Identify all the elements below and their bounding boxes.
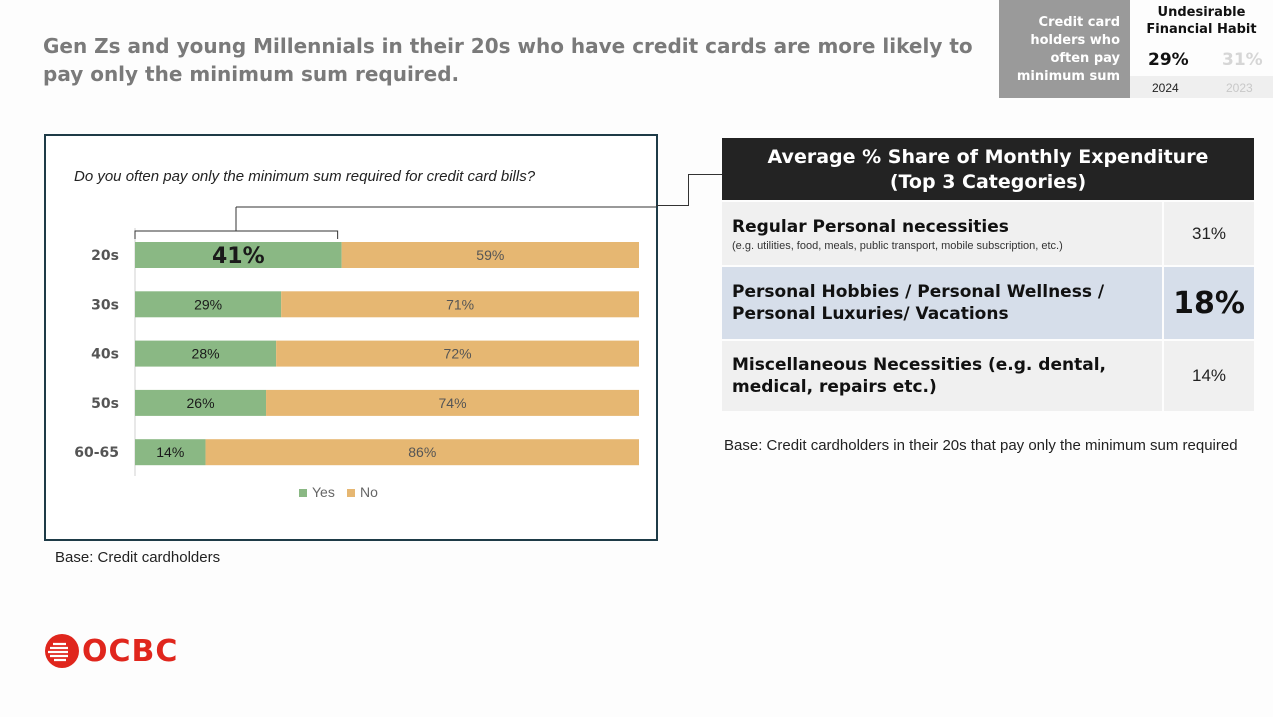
kpi-year-row: 2024 2023 [1130, 76, 1273, 98]
table-cell-category: Personal Hobbies / Personal Wellness / P… [722, 267, 1162, 339]
data-label: 26% [187, 395, 215, 411]
data-label: 86% [408, 444, 436, 460]
kpi-previous-year: 2023 [1226, 81, 1253, 95]
category-name: Regular Personal necessities [732, 216, 1009, 237]
category-note: (e.g. utilities, food, meals, public tra… [732, 239, 1063, 252]
bar-no [266, 389, 639, 416]
data-label: 59% [476, 247, 504, 263]
legend-swatch [299, 489, 307, 497]
kpi-heading: Undesirable Financial Habit [1146, 5, 1257, 37]
kpi-current-value: 29% [1148, 50, 1189, 70]
bar-yes [135, 291, 282, 318]
bar-no [205, 439, 639, 466]
legend-label: No [360, 484, 378, 500]
chart-panel: Do you often pay only the minimum sum re… [44, 134, 658, 541]
category-label: 30s [91, 297, 119, 313]
table-heading-line1: Average % Share of Monthly Expenditure [767, 146, 1209, 168]
chart-title: Do you often pay only the minimum sum re… [74, 168, 536, 185]
table-cell-category: Regular Personal necessities (e.g. utili… [722, 202, 1162, 265]
logo-text: OCBC [82, 634, 179, 669]
data-label: 14% [156, 444, 184, 460]
category-label: 50s [91, 396, 119, 412]
data-label: 41% [212, 244, 265, 269]
kpi-previous-value: 31% [1222, 50, 1263, 70]
category-label: 20s [91, 248, 119, 264]
category-label: 60-65 [74, 445, 119, 461]
table-heading-line2: (Top 3 Categories) [889, 171, 1087, 193]
bar-no [341, 242, 639, 268]
category-value: 31% [1164, 202, 1254, 265]
category-label: 40s [91, 347, 119, 363]
connector-line [656, 205, 689, 206]
data-label: 28% [192, 346, 220, 362]
bar-yes [135, 389, 267, 416]
table-cell-category: Miscellaneous Necessities (e.g. dental, … [722, 341, 1162, 411]
data-label: 74% [439, 395, 467, 411]
table-heading: Average % Share of Monthly Expenditure (… [722, 138, 1254, 200]
legend-swatch [347, 489, 355, 497]
kpi-panel: Undesirable Financial Habit 29% 31% 2024… [1130, 0, 1273, 98]
ocbc-logo-mark-icon [45, 634, 79, 668]
table-row: Regular Personal necessities (e.g. utili… [722, 202, 1254, 265]
bar-no [276, 340, 639, 367]
kpi-current-year: 2024 [1152, 81, 1179, 95]
page-title: Gen Zs and young Millennials in their 20… [43, 34, 973, 86]
stacked-bar-chart: 20s 41% 59% 30s 29% 71% 40s 28% 72% 50s 26% 74% 60-6… [74, 206, 656, 500]
bar-yes [135, 340, 277, 367]
bar-yes [135, 242, 342, 268]
category-name: Personal Hobbies / Personal Wellness / P… [732, 282, 1105, 324]
chart-base-note: Base: Credit cardholders [55, 549, 221, 566]
table-row-highlighted: Personal Hobbies / Personal Wellness / P… [722, 267, 1254, 339]
highlight-bracket [134, 230, 339, 239]
bar-no [281, 291, 639, 318]
bar-yes [135, 439, 206, 466]
data-label: 29% [194, 296, 222, 312]
table-row: Miscellaneous Necessities (e.g. dental, … [722, 341, 1254, 411]
category-name: Miscellaneous Necessities (e.g. dental, … [732, 355, 1106, 397]
kpi-label: Credit card holders who often pay minimu… [999, 0, 1130, 98]
data-label: 71% [446, 296, 474, 312]
table-base-note: Base: Credit cardholders in their 20s th… [724, 437, 1238, 454]
category-value: 18% [1164, 267, 1254, 339]
data-label: 72% [444, 346, 472, 362]
category-value: 14% [1164, 341, 1254, 411]
connector-line [688, 174, 689, 206]
legend-label: Yes [312, 484, 335, 500]
